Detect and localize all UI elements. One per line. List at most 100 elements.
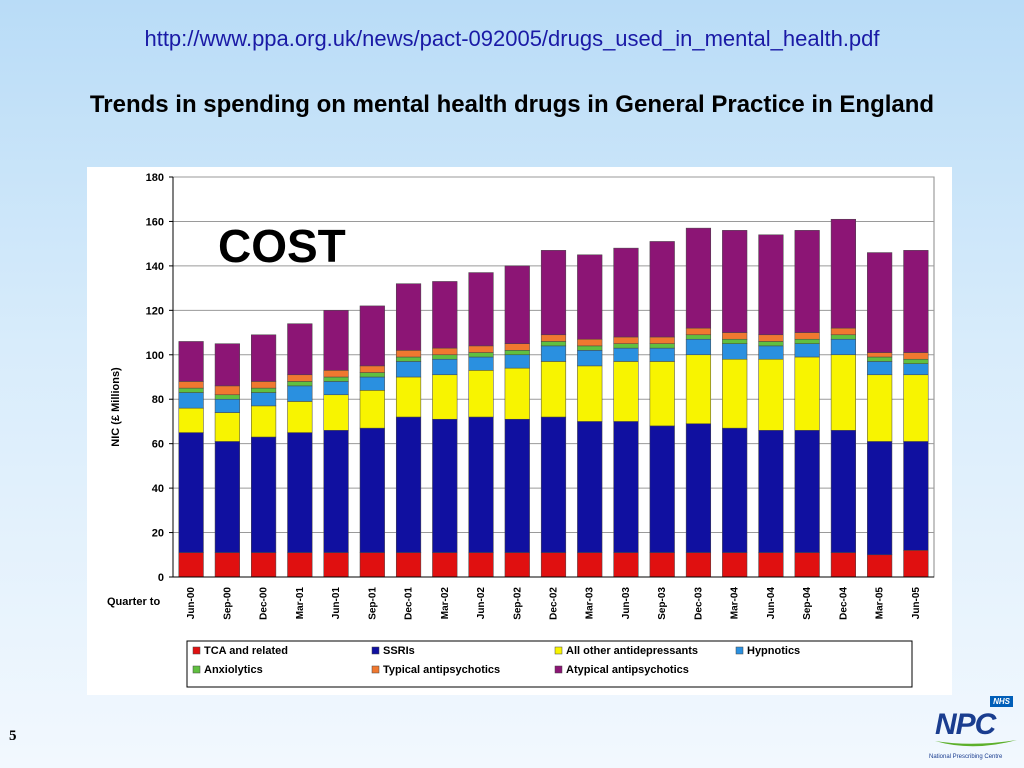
bar-segment	[649, 241, 675, 338]
bar-segment	[214, 552, 240, 578]
bar-segment	[613, 336, 639, 344]
bar-segment	[251, 405, 277, 438]
bar-segment	[540, 416, 567, 553]
bar-segment	[758, 234, 784, 336]
bar-segment	[468, 272, 494, 347]
bar-segment	[214, 398, 240, 413]
legend-label: Typical antipsychotics	[383, 664, 500, 676]
bar-segment	[649, 347, 675, 362]
bar-segment	[830, 338, 856, 356]
bar-segment	[432, 418, 458, 553]
bar-segment	[577, 552, 603, 578]
legend-swatch	[371, 665, 380, 674]
x-tick-label: Mar-02	[440, 587, 451, 620]
bar-segment	[867, 356, 893, 362]
bar-segment	[830, 354, 856, 431]
bar-segment	[758, 341, 784, 347]
bar-segment	[794, 552, 820, 578]
legend-label: TCA and related	[204, 645, 288, 657]
bar-segment	[323, 430, 349, 553]
bar-segment	[794, 230, 820, 333]
bar-segment	[577, 365, 603, 422]
bar-segment	[323, 370, 349, 378]
bar-segment	[613, 347, 639, 362]
bar-segment	[649, 336, 675, 344]
bar-segment	[903, 363, 929, 376]
bar-segment	[685, 354, 712, 424]
bar-segment	[794, 430, 820, 553]
x-tick-label: Dec-01	[404, 587, 415, 620]
bar-segment	[178, 432, 204, 553]
bar-segment	[903, 358, 929, 364]
axis-layer: 0 20 40 60 80 100 120 140 160 180 Jun-00 Sep-00 Dec-…	[146, 172, 934, 620]
bar-segment	[178, 387, 204, 393]
bar-segment	[468, 345, 494, 353]
bar-segment	[613, 247, 639, 338]
bar-segment	[830, 552, 856, 578]
bar-segment	[830, 327, 856, 336]
x-axis-label: Quarter to	[107, 596, 160, 608]
bar-segment	[685, 423, 712, 553]
y-tick-label: 40	[152, 483, 164, 495]
bar-segment	[613, 343, 639, 349]
x-tick-label: Jun-03	[621, 587, 632, 620]
bar-segment	[395, 376, 422, 418]
bar-segment	[468, 552, 494, 578]
bar-segment	[649, 425, 675, 553]
legend-label: Atypical antipsychotics	[566, 664, 689, 676]
bar-segment	[540, 334, 567, 342]
bar-segment	[432, 281, 458, 349]
x-tick-label: Dec-04	[838, 587, 849, 620]
y-axis-label: NIC (£ Millions)	[110, 367, 122, 447]
bar-segment	[178, 392, 204, 409]
bar-segment	[323, 552, 349, 578]
bar-segment	[287, 323, 313, 376]
page-title: Trends in spending on mental health drug…	[89, 91, 935, 118]
x-tick-label: Sep-02	[512, 587, 523, 620]
bar-segment	[214, 343, 240, 387]
bar-segment	[504, 350, 530, 356]
bar-segment	[758, 358, 784, 431]
bar-segment	[613, 361, 639, 422]
bar-segment	[251, 334, 277, 382]
bar-segment	[577, 350, 603, 367]
bar-segment	[613, 421, 639, 553]
npc-logo-text: NPC	[935, 708, 996, 741]
bar-segment	[468, 416, 494, 553]
bar-segment	[359, 305, 385, 367]
bar-segment	[577, 421, 603, 553]
bar-segment	[830, 218, 856, 329]
x-tick-label: Jun-00	[186, 587, 197, 620]
x-tick-label: Dec-00	[259, 587, 270, 620]
bar-segment	[468, 352, 494, 358]
source-url[interactable]: http://www.ppa.org.uk/news/pact-092005/d…	[144, 26, 880, 51]
bar-segment	[395, 283, 422, 351]
y-tick-label: 160	[146, 216, 164, 228]
y-tick-label: 140	[146, 261, 164, 273]
bar-segment	[395, 361, 422, 378]
x-tick-label: Mar-03	[585, 587, 596, 620]
bar-segment	[359, 427, 385, 553]
bar-segment	[468, 356, 494, 371]
bar-segment	[722, 332, 748, 340]
bar-segment	[577, 254, 603, 340]
bar-segment	[395, 350, 422, 358]
bar-segment	[867, 441, 893, 556]
bar-segment	[540, 361, 567, 418]
bar-segment	[432, 552, 458, 578]
bar-segment	[830, 334, 856, 340]
bar-segment	[794, 343, 820, 358]
npc-logo-subtitle: National Prescribing Centre	[929, 754, 1003, 760]
bar-segment	[359, 376, 385, 391]
bar-segment	[794, 338, 820, 344]
x-tick-label: Sep-00	[222, 587, 233, 620]
bar-segment	[251, 381, 277, 389]
bar-segment	[504, 265, 530, 344]
bar-segment	[540, 345, 567, 362]
bar-segment	[359, 390, 385, 429]
y-tick-label: 180	[146, 172, 164, 184]
bar-segment	[758, 334, 784, 342]
bar-segment	[903, 441, 929, 551]
bar-segment	[903, 352, 929, 360]
bar-segment	[214, 394, 240, 400]
